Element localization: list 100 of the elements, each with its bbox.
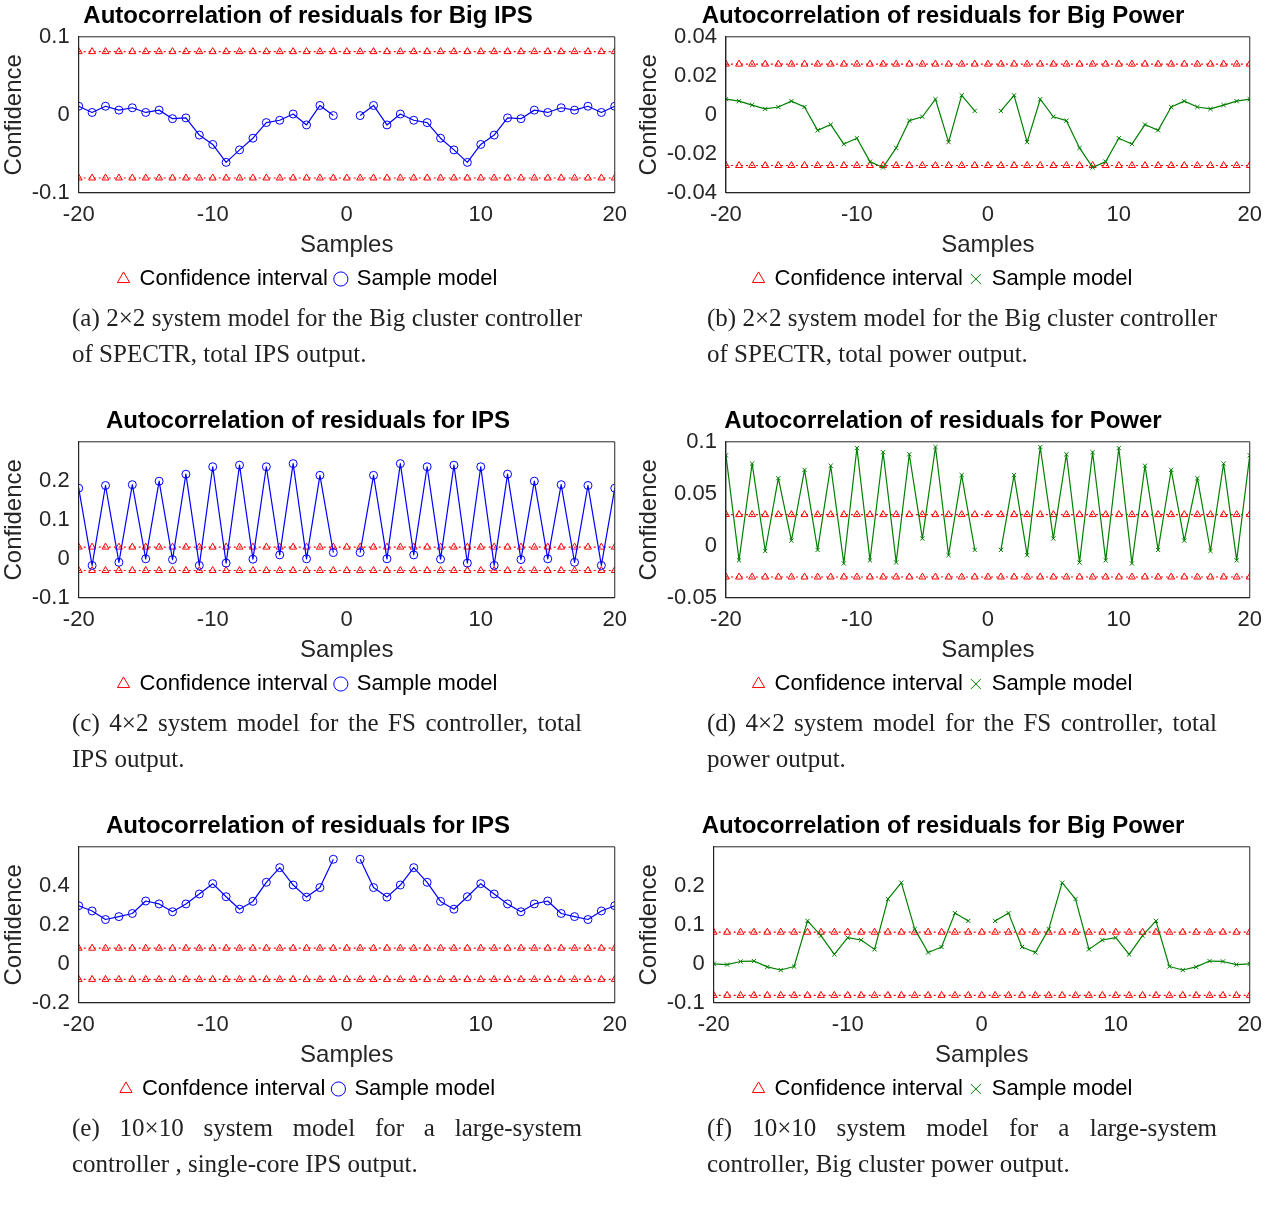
point [302, 47, 311, 55]
point [1010, 59, 1019, 67]
point [778, 967, 784, 973]
point [918, 59, 927, 67]
point [516, 907, 526, 917]
legend-label: Sample model [354, 1075, 496, 1101]
legend-label: Sample model [356, 670, 498, 696]
point [289, 47, 298, 55]
point [1180, 967, 1186, 973]
point [1151, 927, 1160, 935]
point [1058, 990, 1067, 998]
point [1207, 106, 1214, 112]
point [918, 572, 927, 580]
point [1232, 59, 1241, 67]
point [261, 462, 271, 472]
y-tick-label: 0 [57, 949, 70, 975]
y-tick-label: 0 [57, 544, 70, 570]
point [1193, 59, 1202, 67]
point [1086, 946, 1092, 952]
point [893, 559, 899, 566]
point [944, 161, 953, 168]
point [1010, 161, 1019, 168]
point [800, 161, 809, 168]
point [463, 47, 472, 55]
point [128, 47, 137, 55]
point [141, 896, 151, 906]
point [530, 943, 539, 951]
point [1127, 59, 1136, 67]
point [736, 98, 742, 104]
point [489, 889, 499, 899]
point [275, 863, 285, 873]
point [1219, 59, 1228, 67]
point [787, 59, 796, 67]
point [905, 572, 914, 580]
point [114, 173, 123, 181]
point [342, 173, 351, 181]
point [879, 572, 888, 580]
point [788, 537, 795, 544]
point [1037, 444, 1043, 450]
text: (e) 10×10 system model for a large-system controller , single-core IPS output. [72, 1113, 582, 1179]
point [996, 161, 1005, 168]
point [275, 974, 284, 982]
point [1017, 990, 1026, 998]
point [597, 542, 606, 550]
point [1141, 572, 1149, 580]
point [830, 927, 839, 935]
point [775, 475, 781, 481]
x-tick-label: -10 [831, 1011, 864, 1037]
point [557, 47, 566, 55]
point [181, 943, 190, 951]
point [919, 114, 925, 120]
point [1037, 96, 1043, 102]
point [476, 974, 485, 982]
point [382, 173, 391, 181]
point [918, 161, 927, 168]
point [530, 47, 539, 55]
x-tick-label: 20 [602, 606, 628, 632]
point [181, 47, 190, 55]
point [972, 108, 978, 114]
point [382, 892, 392, 902]
point [302, 554, 312, 564]
point [302, 974, 311, 982]
point [1075, 161, 1084, 168]
point [1059, 880, 1065, 886]
point [1142, 463, 1148, 469]
point [816, 927, 825, 935]
point [382, 943, 391, 951]
point [1103, 557, 1109, 563]
point [957, 59, 966, 67]
point [1181, 537, 1187, 544]
point [1155, 127, 1161, 134]
point [516, 542, 525, 550]
point [813, 59, 822, 67]
point [328, 111, 338, 121]
point [932, 96, 939, 102]
point [751, 958, 757, 964]
point [222, 974, 231, 982]
point [1088, 572, 1097, 580]
x-tick-label: 0 [975, 1011, 988, 1037]
point [1044, 990, 1053, 998]
point [275, 47, 284, 55]
point [503, 173, 512, 181]
point [557, 542, 566, 550]
point [329, 542, 338, 550]
x-tick-label: -10 [196, 1011, 229, 1037]
point [854, 135, 860, 141]
point [1219, 990, 1227, 998]
x-axis-title: Samples [941, 635, 1035, 663]
legend-label: Confidence interval [774, 1075, 963, 1101]
point [396, 47, 405, 55]
point [168, 47, 177, 55]
point [168, 943, 177, 951]
point [945, 139, 952, 145]
point [141, 554, 151, 564]
point [748, 161, 757, 168]
point [1114, 572, 1123, 580]
point [1058, 927, 1067, 935]
point [892, 59, 901, 67]
point [141, 974, 150, 982]
point [1141, 510, 1149, 518]
